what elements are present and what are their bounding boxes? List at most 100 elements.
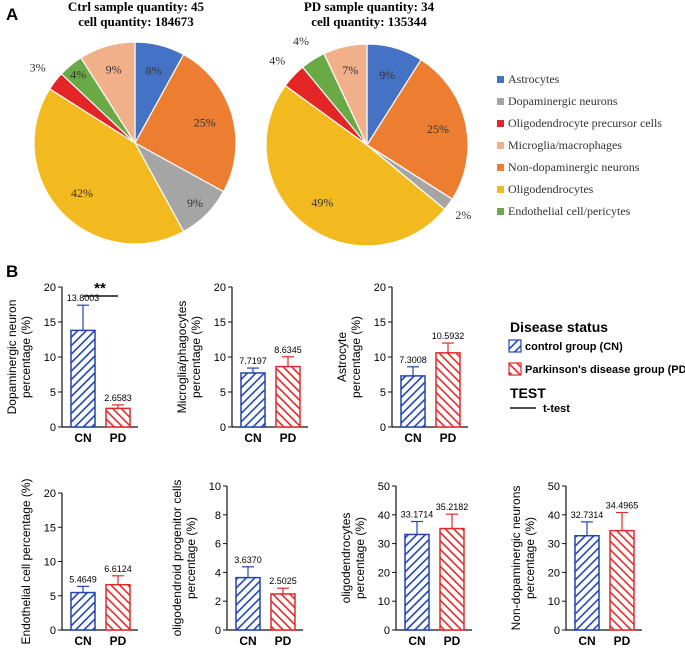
category-label: CN: [74, 634, 91, 648]
bar-cn: [240, 372, 266, 428]
pie-slice-label: 2%: [455, 208, 471, 222]
pie-slice-label: 4%: [293, 34, 309, 48]
y-tick-label: 20: [44, 488, 56, 500]
y-tick-label: 0: [50, 422, 56, 434]
y-tick-label: 8: [215, 510, 221, 522]
y-tick-label: 20: [374, 282, 386, 294]
bar-pd: [270, 593, 296, 631]
bar-pd: [105, 407, 131, 428]
pie-slice-non-dopaminergic-neurons: [366, 58, 469, 200]
bar-value-label: 2.5025: [269, 576, 297, 586]
bar-value-label: 5.4649: [69, 574, 97, 584]
legend-label-oligodendrocytes: Oligodendrocytes: [508, 182, 594, 196]
legend-swatch-oligodendrocytes: [497, 186, 504, 193]
y-tick-label: 15: [44, 317, 56, 329]
pie-slice-label: 49%: [311, 196, 333, 210]
pie-slice-label: 9%: [379, 68, 395, 82]
legend-label-endothelial: Endothelial cell/pericytes: [508, 204, 631, 218]
pie-chart-pd: 9% 25% 2% 49% 4% 4% 7%: [265, 34, 471, 247]
panel-label-a: A: [6, 5, 18, 24]
pie-pd-title-line1: PD sample quantity: 34: [304, 0, 435, 14]
pie-slice-label: 25%: [427, 122, 449, 136]
pie-slice-oligodendrocytes: [265, 84, 446, 247]
category-label: PD: [280, 431, 297, 445]
bar-pd: [609, 529, 635, 631]
bar-pd: [435, 352, 461, 428]
y-tick-label: 30: [378, 539, 390, 551]
y-tick-label: 4: [215, 567, 221, 579]
y-axis-title: Microglia/phagocytespercentage (%): [175, 301, 203, 414]
y-tick-label: 0: [380, 422, 386, 434]
y-tick-label: 10: [548, 596, 560, 608]
pie-ctrl-title-line2: cell quantity: 184673: [78, 14, 194, 29]
significance-marker: **: [94, 280, 106, 297]
y-tick-label: 10: [44, 557, 56, 569]
category-label: PD: [275, 634, 292, 648]
y-tick-label: 30: [548, 539, 560, 551]
pie-slice-label: 7%: [342, 63, 358, 77]
category-label: PD: [440, 431, 457, 445]
bar-legend-swatch-cn: [508, 339, 522, 353]
bar-cn: [235, 576, 261, 631]
bar-value-label: 10.5932: [432, 331, 465, 341]
legend-swatch-opc: [497, 120, 504, 127]
bar-cn: [70, 591, 96, 631]
legend-label-dopaminergic: Dopaminergic neurons: [508, 94, 618, 108]
bar-cn: [574, 534, 600, 631]
y-tick-label: 10: [214, 352, 226, 364]
y-tick-label: 10: [209, 481, 221, 493]
legend-swatch-non-dopaminergic: [497, 164, 504, 171]
category-label: CN: [578, 634, 595, 648]
bar-value-label: 2.6583: [104, 393, 132, 403]
bar-legend-label-pd: Parkinson's disease group (PD): [525, 364, 685, 376]
y-axis-title: Astrocytepercentage (%): [335, 316, 363, 398]
bar-chart-microglia: 0 5 10 15 20 Microglia/phagocytespercentage (…: [175, 282, 308, 445]
y-tick-label: 6: [215, 539, 221, 551]
bar-legend-title: Disease status: [510, 319, 608, 335]
bar-chart-oligodendrocytes: 0 10 20 30 40 50 oligodendrocytespercentage (%…: [339, 481, 472, 648]
pie-slice-label: 9%: [106, 62, 122, 76]
y-axis-title: Dopaminergic neuronpercentage (%): [5, 300, 33, 415]
bar-chart-dopaminergic: 0 5 10 15 20 Dopaminergic neuronpercentage (%…: [5, 280, 138, 445]
y-tick-label: 20: [214, 282, 226, 294]
y-tick-label: 20: [548, 567, 560, 579]
bar-pd: [275, 365, 301, 428]
pie-slice-oligodendrocytes: [33, 88, 185, 245]
bar-value-label: 32.7314: [571, 510, 604, 520]
bar-legend-test-label: t-test: [543, 403, 570, 415]
y-axis-title: oligodendroid progenitor cellspercentage…: [170, 480, 198, 637]
y-tick-label: 5: [380, 387, 386, 399]
pie-pd-title-line2: cell quantity: 135344: [311, 14, 427, 29]
pie-chart-ctrl: 8% 25% 9% 42% 3% 4% 9%: [30, 41, 237, 245]
bar-chart-non-dopaminergic: 0 10 20 30 40 50 Non-dopaminergic neuronsperce…: [509, 481, 642, 648]
pie-slice-label: 25%: [194, 116, 216, 130]
category-label: CN: [74, 431, 91, 445]
y-tick-label: 40: [548, 510, 560, 522]
bar-value-label: 34.4965: [606, 501, 639, 511]
bar-chart-endothelial: 0 5 10 15 20 Endothelial cell percentage (%) 5…: [19, 478, 138, 648]
bar-cn: [404, 533, 430, 631]
legend-swatch-microglia: [497, 142, 504, 149]
bar-legend-test-title: TEST: [510, 385, 546, 401]
y-axis-title: Endothelial cell percentage (%): [19, 478, 33, 644]
y-axis-title: oligodendrocytespercentage (%): [339, 513, 367, 604]
legend-label-opc: Oligodendrocyte precursor cells: [508, 116, 662, 130]
y-tick-label: 40: [378, 510, 390, 522]
y-tick-label: 0: [554, 625, 560, 637]
bar-chart-astrocyte: 0 5 10 15 20 Astrocytepercentage (%) 7.3008 CN 1…: [335, 282, 468, 445]
y-tick-label: 0: [384, 625, 390, 637]
y-tick-label: 15: [214, 317, 226, 329]
pie-legend: Astrocytes Dopaminergic neurons Oligoden…: [497, 72, 662, 218]
pie-slice-label: 4%: [70, 68, 86, 82]
pie-slice-microglia-macrophages: [323, 43, 368, 146]
y-tick-label: 2: [215, 596, 221, 608]
y-axis-title: Non-dopaminergic neuronspercentage (%): [509, 486, 537, 631]
pie-slice-label: 4%: [269, 54, 285, 68]
bar-pd: [439, 527, 465, 631]
bar-value-label: 6.6124: [104, 564, 132, 574]
y-tick-label: 5: [220, 387, 226, 399]
category-label: CN: [408, 634, 425, 648]
y-tick-label: 10: [378, 596, 390, 608]
bar-value-label: 7.3008: [399, 355, 427, 365]
y-tick-label: 0: [220, 422, 226, 434]
